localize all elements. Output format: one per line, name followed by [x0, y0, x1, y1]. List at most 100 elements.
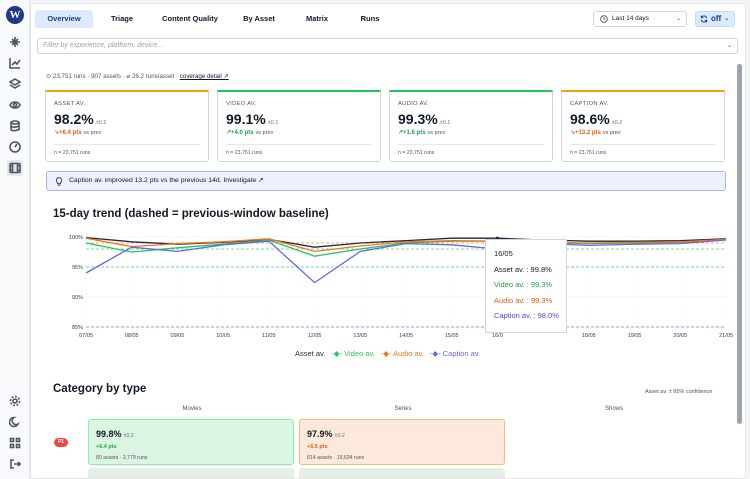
category-title: Category by type: [53, 383, 147, 395]
x-tick-label: 11/05: [262, 333, 275, 339]
kpi-divider: [54, 144, 200, 145]
kpi-label: VIDEO AV.: [226, 101, 257, 107]
legend-video[interactable]: -◆- Video av.: [331, 349, 375, 358]
cell-count: 80 assets · 2,779 runs: [96, 455, 148, 461]
tooltip-row-asset: Asset av. : 99.8%: [494, 264, 552, 274]
tab-overview[interactable]: Overview: [35, 10, 93, 28]
priority-badge: P1: [54, 438, 68, 447]
kpi-sample-size: n = 23,751 runs: [398, 150, 435, 156]
eye-icon[interactable]: [7, 97, 23, 113]
column-header-series: Series: [394, 406, 412, 412]
cell-delta: +6.5 pts: [307, 444, 328, 450]
confidence-note: Asset av. ± 95% confidence: [645, 389, 713, 395]
tab-content-quality[interactable]: Content Quality: [162, 14, 218, 23]
kpi-card-audio[interactable]: AUDIO AV. 99.3% ±0.1 ↗+1.6 pts vs prev n =…: [389, 90, 553, 162]
y-tick-label: 100%: [69, 235, 83, 241]
cell-delta: +6.4 pts: [96, 444, 117, 450]
kpi-divider: [398, 144, 544, 145]
kpi-value: 99.3% ±0.1: [398, 111, 451, 127]
kpi-accent-bar: [45, 90, 209, 92]
apps-grid-icon[interactable]: [7, 435, 23, 451]
tab-bar: Overview Triage Content Quality By Asset…: [35, 10, 395, 28]
trend-title: 15-day trend (dashed = previous-window b…: [53, 208, 329, 220]
kpi-accent-bar: [389, 90, 553, 92]
tooltip-date: 16/05: [494, 249, 513, 258]
summary-text: ⊙ 23,751 runs · 907 assets · ⌀ 26.2 runs…: [46, 73, 179, 80]
category-cell-movies[interactable]: 99.8% ±0.2 +6.4 pts 80 assets · 2,779 run…: [88, 419, 294, 465]
legend-audio[interactable]: -◆- Audio av.: [380, 349, 424, 358]
kpi-value: 98.6% ±0.2: [570, 111, 623, 127]
database-icon[interactable]: [7, 118, 23, 134]
legend-asset[interactable]: Asset av.: [295, 349, 326, 358]
moon-icon[interactable]: [7, 414, 23, 430]
tab-matrix[interactable]: Matrix: [305, 14, 329, 23]
x-tick-label: 14/05: [399, 333, 413, 339]
settings-icon[interactable]: [7, 393, 23, 409]
trend-chart[interactable]: 100% 95% 90% 85% 07/05 08/05 09/05 10/05 11/05 12…: [44, 227, 734, 363]
kpi-card-video[interactable]: VIDEO AV. 99.1% ±0.1 ↗+4.0 pts vs prev n =…: [217, 90, 381, 162]
x-tick-label: 18/05: [582, 333, 596, 339]
tooltip-row-video: Video av. : 99.3%: [494, 280, 553, 289]
kpi-delta: ↗+1.6 pts vs prev: [398, 130, 446, 136]
logout-icon[interactable]: [7, 456, 23, 472]
date-range-label: Last 14 days: [612, 15, 649, 22]
kpi-value: 98.2% ±0.2: [54, 111, 107, 127]
kpi-card-asset[interactable]: ASSET AV. 98.2% ±0.2 ↘+6.4 pts vs prev n =…: [45, 90, 209, 162]
tab-triage[interactable]: Triage: [110, 14, 134, 23]
film-icon[interactable]: [7, 160, 23, 176]
x-tick-label: 13/05: [353, 333, 367, 339]
cell-value: 97.9% ±0.2: [307, 429, 345, 439]
kpi-divider: [570, 144, 716, 145]
kpi-sample-size: n = 23,751 runs: [570, 150, 607, 156]
category-cell-next[interactable]: [88, 468, 294, 478]
legend-caption[interactable]: -◆- Caption av.: [429, 349, 481, 358]
run-summary: ⊙ 23,751 runs · 907 assets · ⌀ 26.2 runs…: [46, 73, 229, 80]
clock-icon: [600, 15, 608, 23]
layers-icon[interactable]: [7, 76, 23, 92]
insight-text: Caption av. improved 13.2 pts vs the pre…: [69, 177, 264, 184]
kpi-delta: ↘+6.4 pts vs prev: [54, 130, 102, 136]
column-header-shows: Shows: [604, 406, 623, 412]
category-cell-next[interactable]: [299, 468, 505, 478]
kpi-delta: ↘+13.2 pts vs prev: [570, 130, 621, 136]
x-tick-label: 20/05: [673, 333, 687, 339]
tooltip-row-audio: Audio av. : 99.3%: [494, 295, 553, 305]
kpi-sample-size: n = 23,751 runs: [54, 150, 91, 156]
sparkle-icon[interactable]: [7, 34, 23, 50]
x-tick-label: 07/05: [79, 333, 93, 339]
chart-legend: Asset av. -◆- Video av. -◆- Audio av. -◆…: [295, 349, 480, 358]
y-tick-label: 95%: [72, 265, 83, 271]
refresh-toggle-label: off: [711, 14, 722, 23]
chart-tooltip: 16/05 Asset av. : 99.8% Video av. : 99.3…: [485, 239, 567, 333]
gauge-icon[interactable]: [7, 139, 23, 155]
x-tick-label: 08/05: [125, 333, 139, 339]
chevron-down-icon: ⌄: [726, 43, 732, 49]
kpi-value: 99.1% ±0.1: [226, 111, 279, 127]
kpi-accent-bar: [217, 90, 381, 92]
date-range-select[interactable]: Last 14 days ⌄: [593, 11, 687, 27]
app-logo[interactable]: W: [6, 6, 24, 24]
cell-count: 814 assets · 19,634 runs: [307, 455, 365, 461]
x-tick-label: 12/05: [308, 333, 322, 339]
category-cell-series[interactable]: 97.9% ±0.2 +6.5 pts 814 assets · 19,634 r…: [299, 419, 505, 465]
tab-runs[interactable]: Runs: [360, 14, 380, 23]
kpi-divider: [226, 144, 372, 145]
insight-banner[interactable]: Caption av. improved 13.2 pts vs the pre…: [46, 171, 726, 191]
kpi-sample-size: n = 23,751 runs: [226, 150, 263, 156]
left-rail: W: [0, 0, 30, 479]
tab-by-asset[interactable]: By Asset: [243, 14, 275, 23]
refresh-toggle[interactable]: off ⌄: [695, 11, 735, 27]
chevron-down-icon: ⌄: [724, 16, 730, 22]
column-header-movies: Movies: [182, 406, 202, 412]
x-tick-label: 16/0: [492, 333, 503, 339]
x-tick-label: 19/05: [628, 333, 642, 339]
chart-line-icon[interactable]: [7, 55, 23, 71]
kpi-delta: ↗+4.0 pts vs prev: [226, 130, 274, 136]
kpi-label: CAPTION AV.: [570, 101, 609, 107]
kpi-label: ASSET AV.: [54, 101, 86, 107]
main-panel: Overview Triage Content Quality By Asset…: [30, 3, 746, 479]
coverage-detail-link[interactable]: coverage detail ↗: [179, 73, 229, 80]
filter-input[interactable]: Filter by experience, platform, device..…: [37, 38, 738, 54]
scrollbar-thumb[interactable]: [737, 64, 742, 424]
kpi-card-caption[interactable]: CAPTION AV. 98.6% ±0.2 ↘+13.2 pts vs prev …: [561, 90, 725, 162]
